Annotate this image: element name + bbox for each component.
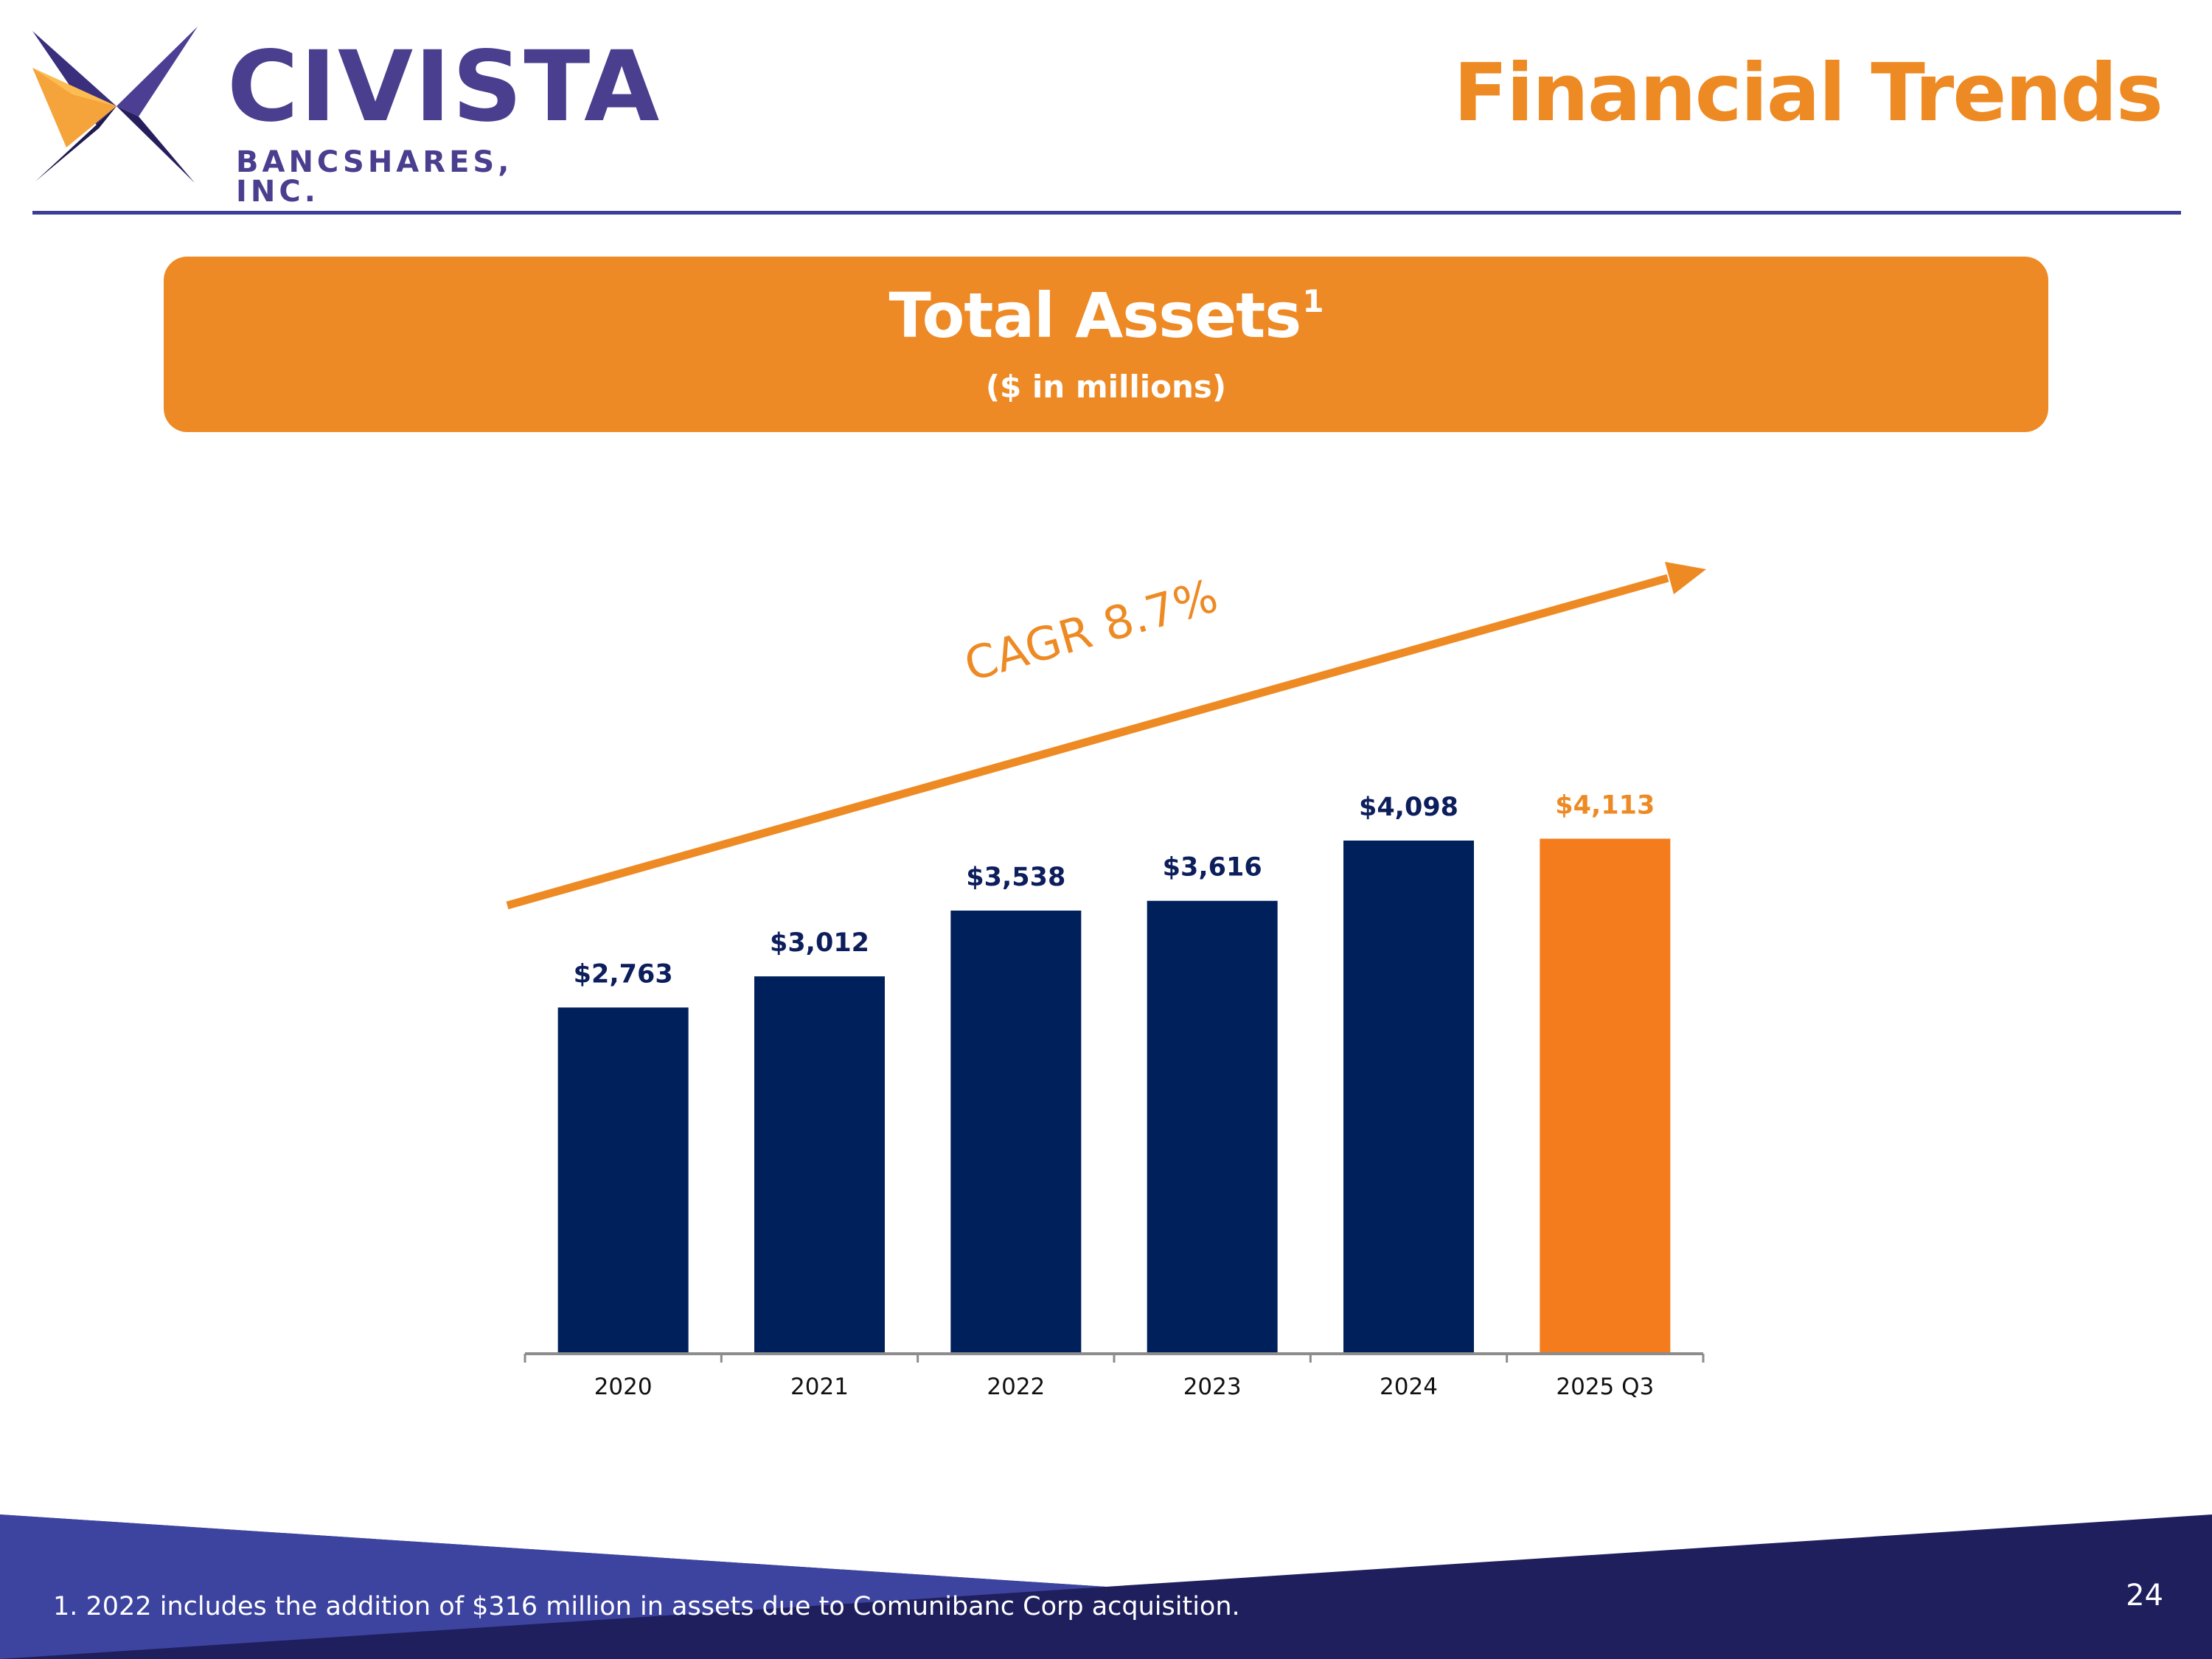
total-assets-bar-chart: $2,763 2020 $3,012 2021 $3,538 2022 $3,616 2023… bbox=[506, 562, 1706, 1400]
bar-2020 bbox=[557, 1007, 689, 1353]
logo-subtitle: BANCSHARES, INC. bbox=[236, 145, 513, 209]
data-label: $2,763 bbox=[574, 959, 673, 989]
page-number: 24 bbox=[2126, 1579, 2163, 1613]
data-label: $3,538 bbox=[966, 863, 1065, 892]
chart-subtitle: ($ in millions) bbox=[985, 369, 1227, 405]
trend-arrow-line bbox=[506, 574, 1669, 910]
footnote: 1. 2022 includes the addition of $316 mi… bbox=[53, 1592, 1240, 1621]
bar-2021 bbox=[754, 976, 885, 1353]
bar-2025-q3 bbox=[1540, 838, 1671, 1353]
page-title: Financial Trends bbox=[1453, 47, 2163, 139]
data-label: $3,616 bbox=[1163, 853, 1262, 883]
data-label: $4,098 bbox=[1359, 793, 1458, 822]
x-tick-label: 2023 bbox=[1183, 1374, 1242, 1400]
chart-title: Total Assets1 bbox=[164, 285, 2048, 347]
logo-wordmark: CIVISTA bbox=[227, 30, 661, 144]
chart-title-banner: Total Assets1 ($ in millions) bbox=[164, 257, 2048, 432]
x-tick-label: 2020 bbox=[594, 1374, 653, 1400]
x-tick-label: 2021 bbox=[790, 1374, 849, 1400]
cagr-annotation: CAGR 8.7% bbox=[959, 568, 1223, 692]
civista-logo: CIVISTA BANCSHARES, INC. bbox=[28, 24, 659, 206]
data-label: $4,113 bbox=[1555, 790, 1655, 820]
chart-title-text: Total Assets bbox=[888, 279, 1301, 352]
star-logo-icon bbox=[32, 27, 198, 183]
bar-2024 bbox=[1343, 841, 1474, 1353]
data-label: $3,012 bbox=[770, 928, 869, 958]
header-divider bbox=[32, 211, 2181, 215]
footer-band bbox=[0, 1514, 2212, 1659]
trend-arrowhead-icon bbox=[1665, 562, 1706, 594]
x-tick-label: 2022 bbox=[987, 1374, 1045, 1400]
bar-2023 bbox=[1147, 900, 1278, 1353]
footnote-marker: 1 bbox=[1302, 283, 1324, 319]
bar-2022 bbox=[950, 910, 1082, 1353]
x-tick-label: 2025 Q3 bbox=[1556, 1374, 1654, 1400]
x-tick-label: 2024 bbox=[1380, 1374, 1438, 1400]
